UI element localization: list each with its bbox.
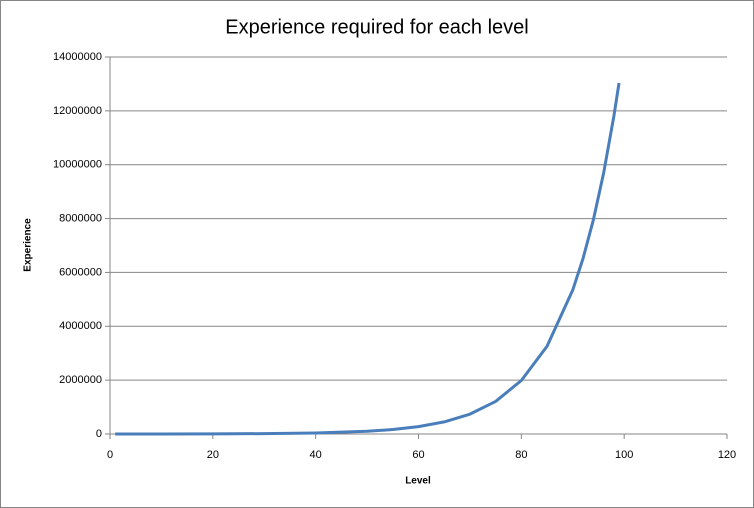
x-tick-label: 0 bbox=[107, 449, 113, 461]
y-tick-label: 8000000 bbox=[59, 212, 102, 224]
x-tick-label: 80 bbox=[515, 449, 527, 461]
y-tick-label: 0 bbox=[96, 428, 102, 440]
x-tick-label: 20 bbox=[207, 449, 219, 461]
chart-title: Experience required for each level bbox=[225, 16, 529, 38]
y-tick-label: 2000000 bbox=[59, 374, 102, 386]
y-tick-label: 14000000 bbox=[53, 51, 102, 63]
x-tick-label: 40 bbox=[310, 449, 322, 461]
y-axis-label: Experience bbox=[23, 218, 34, 272]
x-tick-label: 120 bbox=[718, 449, 736, 461]
x-tick-label: 100 bbox=[615, 449, 633, 461]
y-tick-label: 4000000 bbox=[59, 320, 102, 332]
y-tick-label: 12000000 bbox=[53, 105, 102, 117]
x-axis-label: Level bbox=[405, 476, 431, 487]
data-line bbox=[115, 82, 621, 436]
y-tick-label: 6000000 bbox=[59, 266, 102, 278]
y-tick-label: 10000000 bbox=[53, 159, 102, 171]
x-tick-label: 60 bbox=[412, 449, 424, 461]
